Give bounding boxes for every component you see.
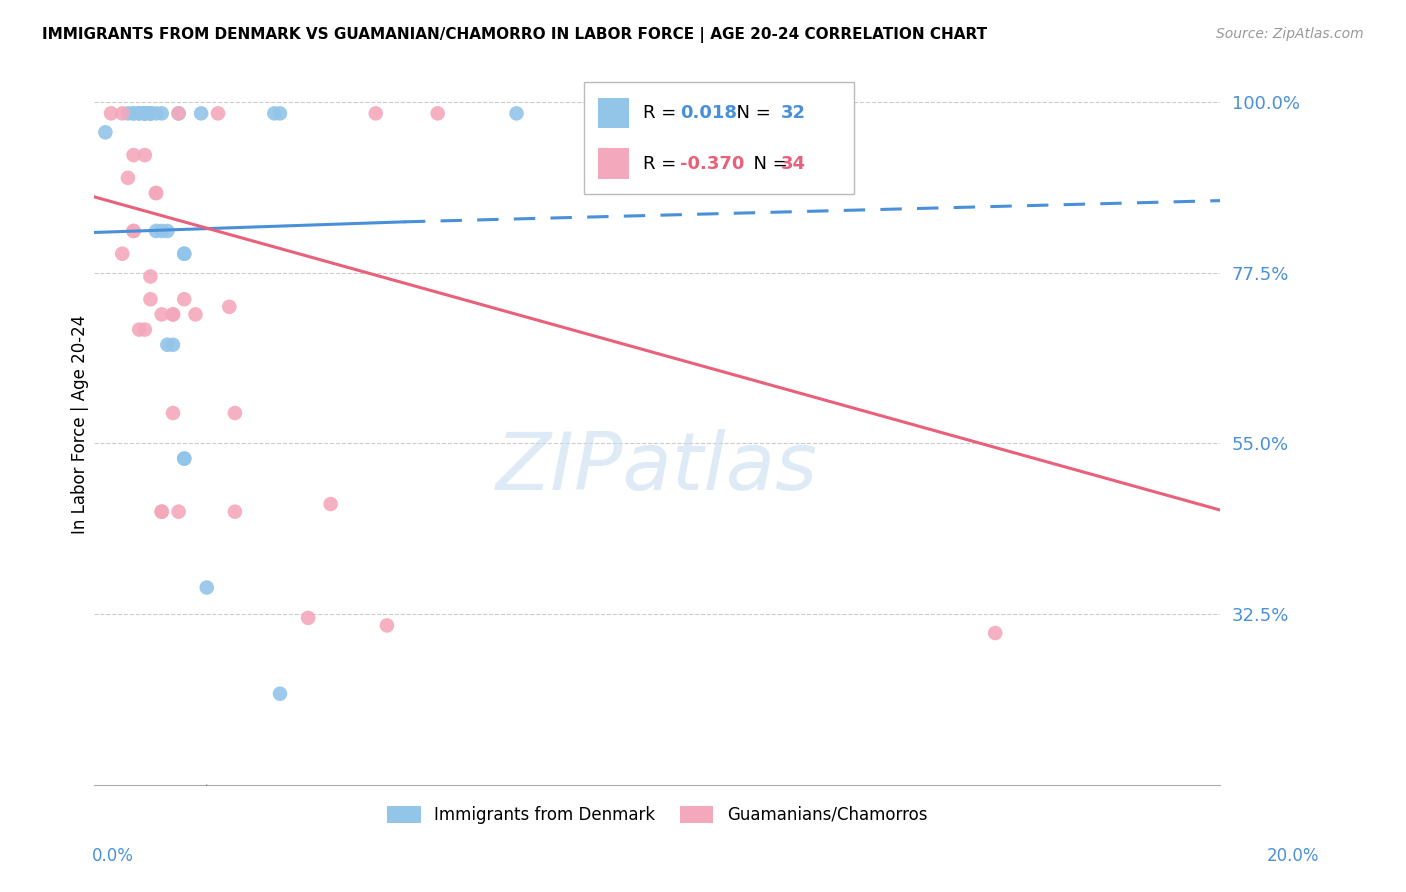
Point [117,106,139,120]
Point [297,611,319,625]
Point [173,451,195,466]
Point [224,406,246,420]
Point [111,106,134,120]
Point [134,106,156,120]
Point [122,224,145,238]
Point [139,106,162,120]
Point [364,106,387,120]
Point [319,497,342,511]
Point [150,106,173,120]
Point [100,106,122,120]
Text: IMMIGRANTS FROM DENMARK VS GUAMANIAN/CHAMORRO IN LABOR FORCE | AGE 20-24 CORRELA: IMMIGRANTS FROM DENMARK VS GUAMANIAN/CHA… [42,27,987,43]
Point [128,106,150,120]
Y-axis label: In Labor Force | Age 20-24: In Labor Force | Age 20-24 [72,315,89,534]
Point [111,246,134,260]
Point [150,307,173,321]
Text: R =: R = [643,104,682,122]
Point [145,186,167,200]
Point [156,224,179,238]
Point [134,106,156,120]
Point [173,451,195,466]
Legend: Immigrants from Denmark, Guamanians/Chamorros: Immigrants from Denmark, Guamanians/Cham… [381,799,934,830]
Point [263,106,285,120]
Point [150,505,173,519]
Point [190,106,212,120]
Point [122,148,145,162]
Point [426,106,449,120]
Point [173,246,195,260]
Point [150,224,173,238]
Point [269,106,291,120]
Point [207,106,229,120]
Text: 0.0%: 0.0% [91,847,134,865]
Point [167,505,190,519]
Point [269,687,291,701]
Point [134,148,156,162]
Point [134,322,156,336]
Point [139,106,162,120]
Point [150,505,173,519]
Point [139,106,162,120]
Text: R =: R = [643,154,682,172]
Point [162,307,184,321]
Point [134,106,156,120]
Point [145,186,167,200]
Text: Source: ZipAtlas.com: Source: ZipAtlas.com [1216,27,1364,41]
Text: N =: N = [725,104,776,122]
Point [184,307,207,321]
FancyBboxPatch shape [598,98,628,128]
Point [195,581,218,595]
Point [375,618,398,632]
Text: 0.018: 0.018 [681,104,737,122]
Point [167,106,190,120]
Point [162,337,184,351]
Point [122,106,145,120]
Point [162,406,184,420]
Point [167,106,190,120]
Text: 20.0%: 20.0% [1267,847,1319,865]
Text: ZIPatlas: ZIPatlas [496,429,818,507]
FancyBboxPatch shape [598,148,628,178]
Point [94,125,117,139]
Point [122,106,145,120]
Point [134,106,156,120]
Point [162,307,184,321]
Text: 32: 32 [782,104,806,122]
Point [145,224,167,238]
Point [117,170,139,185]
Text: N =: N = [742,154,793,172]
Point [128,322,150,336]
Point [145,106,167,120]
Point [505,106,527,120]
Text: 34: 34 [782,154,806,172]
Point [139,292,162,306]
Point [173,292,195,306]
Point [128,106,150,120]
Point [139,106,162,120]
Text: -0.370: -0.370 [681,154,744,172]
Point [156,337,179,351]
Point [218,300,240,314]
Point [984,626,1007,640]
Point [224,505,246,519]
Point [139,269,162,284]
FancyBboxPatch shape [583,82,855,194]
Point [173,246,195,260]
Point [122,224,145,238]
